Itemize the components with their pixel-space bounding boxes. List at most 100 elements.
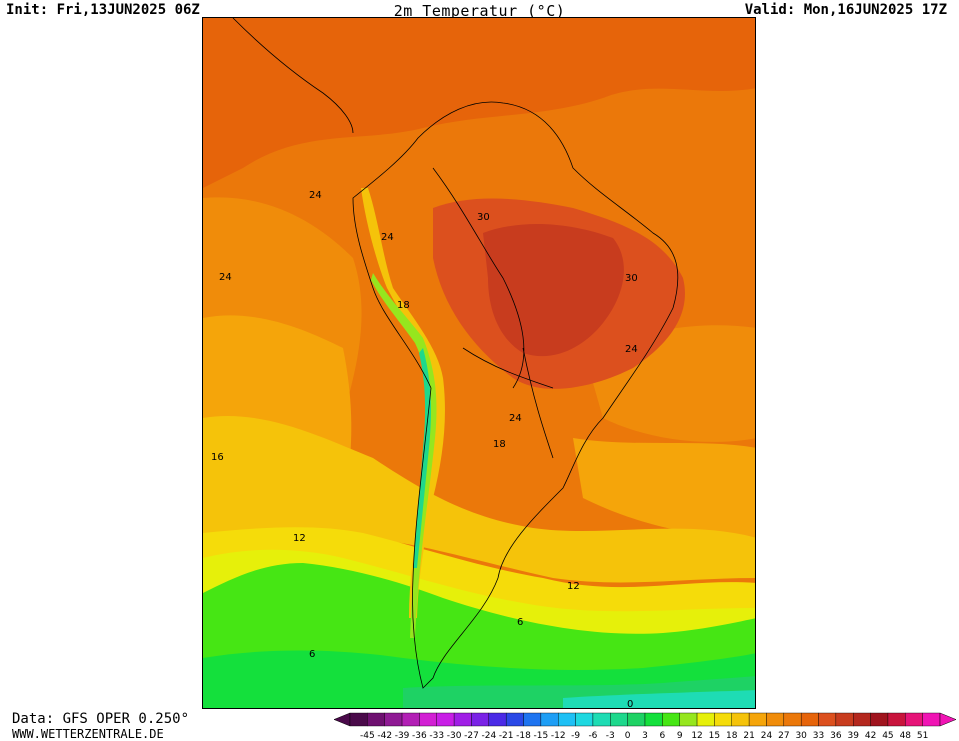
isotherm-label: 24 xyxy=(309,190,322,201)
colorbar-swatch xyxy=(731,712,750,727)
colorbar-swatch xyxy=(783,712,802,727)
colorbar-tick-label: 42 xyxy=(865,731,876,740)
colorbar-swatch xyxy=(748,712,767,727)
temp-band-21-atl xyxy=(573,438,755,538)
colorbar-tick-label: -15 xyxy=(534,731,549,740)
colorbar-swatch xyxy=(558,712,576,727)
isotherm-label: 18 xyxy=(397,300,410,311)
colorbar-swatch xyxy=(662,712,680,727)
colorbar-swatch xyxy=(453,712,472,727)
valid-time: Valid: Mon,16JUN2025 17Z xyxy=(744,2,947,18)
colorbar-swatch xyxy=(505,712,524,727)
colorbar-tick-label: -42 xyxy=(377,731,392,740)
colorbar-swatch xyxy=(523,712,542,727)
colorbar-swatch xyxy=(436,712,455,727)
colorbar-swatch xyxy=(419,712,437,727)
temp-band-0 xyxy=(563,690,755,708)
isotherm-label: 18 xyxy=(493,439,506,450)
isotherm-label: 24 xyxy=(381,232,394,243)
colorbar-tick-label: 48 xyxy=(900,731,912,740)
isotherm-label: 6 xyxy=(309,649,315,660)
colorbar-tick-label: -33 xyxy=(429,731,444,740)
colorbar-swatch xyxy=(349,712,368,727)
colorbar-tick-label: 15 xyxy=(709,731,720,740)
colorbar-swatch xyxy=(644,712,663,727)
colorbar-swatch xyxy=(870,712,889,727)
colorbar-tick-label: 36 xyxy=(830,731,842,740)
colorbar-swatch xyxy=(835,712,854,727)
website-url: WWW.WETTERZENTRALE.DE xyxy=(12,727,164,741)
colorbar-tick-label: 21 xyxy=(743,731,754,740)
isotherm-label: 30 xyxy=(477,212,490,223)
isotherm-label: 16 xyxy=(211,452,224,463)
colorbar-swatch xyxy=(800,712,819,727)
colorbar-tick-label: 27 xyxy=(778,731,789,740)
colorbar-swatch xyxy=(853,712,871,727)
colorbar-swatch xyxy=(714,712,732,727)
data-source: Data: GFS OPER 0.250° xyxy=(12,711,190,727)
colorbar-tick-label: 51 xyxy=(917,731,928,740)
colorbar-swatch xyxy=(488,712,507,727)
colorbar-swatch xyxy=(818,712,837,727)
colorbar-swatch xyxy=(887,712,906,727)
colorbar-arrow-high xyxy=(939,712,957,727)
colorbar-swatch xyxy=(367,712,385,727)
coastline-south-america xyxy=(352,101,679,689)
colorbar-swatch xyxy=(922,712,941,727)
colorbar-swatch xyxy=(696,712,715,727)
colorbar-tick-label: -18 xyxy=(516,731,531,740)
colorbar-tick-label: 39 xyxy=(848,731,860,740)
colorbar-swatch xyxy=(592,712,611,727)
temp-band-18 xyxy=(203,416,755,583)
colorbar-swatch xyxy=(905,712,923,727)
colorbar-swatch xyxy=(679,712,698,727)
colorbar-tick-label: -39 xyxy=(395,731,410,740)
colorbar-arrow-low xyxy=(334,712,351,727)
isotherm-label: 6 xyxy=(517,617,523,628)
init-time: Init: Fri,13JUN2025 06Z xyxy=(6,2,200,18)
colorbar-tick-label: -30 xyxy=(447,731,462,740)
colorbar-tick-label: 6 xyxy=(659,731,665,740)
colorbar-tick-label: 45 xyxy=(882,731,893,740)
color-scale: -45 -42 -39 -36 -33 -30 -27 -24 -21 -18 -15 -12 -9 -6… xyxy=(334,712,958,740)
colorbar-swatch xyxy=(610,712,628,727)
isotherm-label: 12 xyxy=(293,533,306,544)
temp-band-15 xyxy=(203,527,755,623)
colorbar-tick-label: -3 xyxy=(606,731,615,740)
colorbar-swatch xyxy=(766,712,785,727)
colorbar-tick-label: -12 xyxy=(551,731,566,740)
colorbar-tick-label: -21 xyxy=(499,731,514,740)
isotherm-label: 0 xyxy=(627,699,633,709)
colorbar-tick-label: 33 xyxy=(813,731,824,740)
colorbar-tick-label: -36 xyxy=(412,731,427,740)
coastline-central-america xyxy=(232,18,354,134)
colorbar-tick-label: -24 xyxy=(481,731,496,740)
colorbar-tick-label: 24 xyxy=(761,731,773,740)
temperature-map: 24 24 24 30 30 24 18 24 18 16 12 12 6 6 … xyxy=(202,17,756,709)
colorbar-tick-label: -9 xyxy=(571,731,580,740)
colorbar-swatch xyxy=(575,712,594,727)
andes-cool-3 xyxy=(413,348,431,568)
colorbar-tick-label: 18 xyxy=(726,731,738,740)
colorbar-swatch xyxy=(471,712,490,727)
border-lines xyxy=(432,167,554,459)
map-title: 2m Temperatur (°C) xyxy=(393,2,566,20)
colorbar-swatch xyxy=(401,712,420,727)
colorbar-tick-label: -45 xyxy=(360,731,375,740)
isotherm-label: 30 xyxy=(625,273,638,284)
colorbar-tick-label: 0 xyxy=(625,731,631,740)
colorbar-tick-label: -6 xyxy=(588,731,597,740)
colorbar-tick-label: -27 xyxy=(464,731,479,740)
colorbar-tick-label: 12 xyxy=(691,731,702,740)
isotherm-label: 24 xyxy=(509,413,522,424)
isotherm-label: 24 xyxy=(625,344,638,355)
temp-band-33-brazil xyxy=(483,223,624,357)
colorbar-tick-label: 3 xyxy=(642,731,648,740)
colorbar-swatch xyxy=(384,712,403,727)
colorbar-swatch xyxy=(627,712,646,727)
colorbar-tick-label: 9 xyxy=(677,731,683,740)
colorbar-tick-label: 30 xyxy=(795,731,807,740)
colorbar-swatch xyxy=(540,712,559,727)
andes-cool-12 xyxy=(371,273,437,638)
isotherm-label: 12 xyxy=(567,581,580,592)
